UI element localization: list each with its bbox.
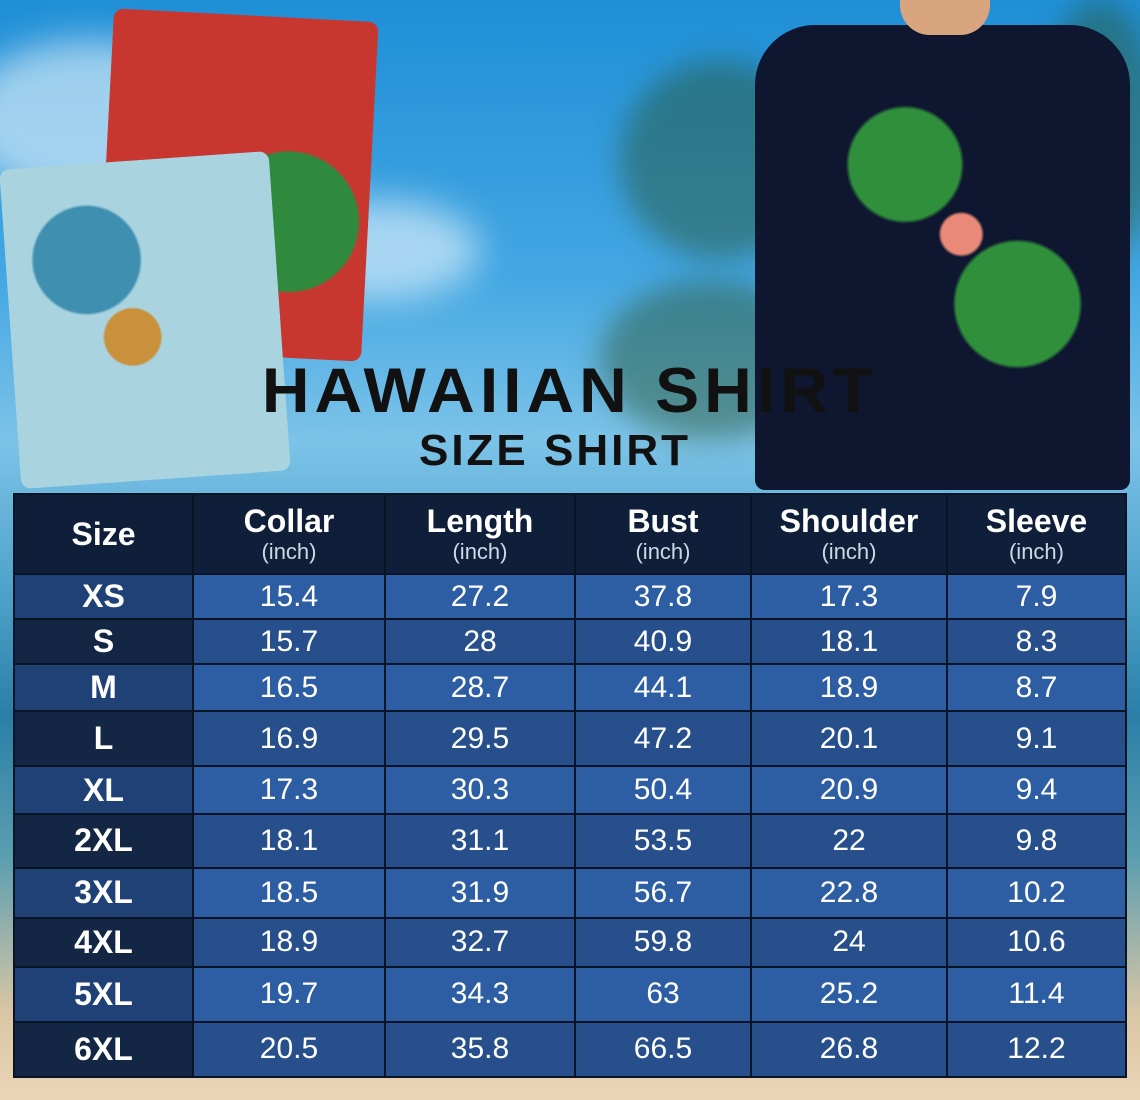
measurement-cell: 59.8	[574, 916, 752, 968]
column-label: Shoulder	[779, 503, 919, 539]
measurement-cell: 18.9	[192, 916, 386, 968]
measurement-cell: 32.7	[384, 916, 576, 968]
size-cell: S	[13, 618, 194, 666]
measurement-cell: 22.8	[750, 866, 948, 919]
column-header-sleeve: Sleeve (inch)	[946, 493, 1127, 575]
measurement-cell: 50.4	[574, 765, 752, 816]
measurement-cell: 25.2	[750, 965, 948, 1023]
measurement-cell: 34.3	[384, 965, 576, 1023]
measurement-cell: 24	[750, 916, 948, 968]
column-label: Sleeve	[985, 503, 1088, 539]
table-row: M 16.5 28.7 44.1 18.9 8.7	[13, 663, 1127, 713]
column-header-bust: Bust (inch)	[574, 493, 752, 575]
size-chart-table: Size Collar (inch) Length (inch) Bust (inch…	[13, 493, 1127, 1079]
table-row: 2XL 18.1 31.1 53.5 22 9.8	[13, 813, 1127, 869]
measurement-cell: 18.1	[750, 618, 948, 666]
measurement-cell: 40.9	[574, 618, 752, 666]
measurement-cell: 53.5	[574, 813, 752, 869]
table-row: 5XL 19.7 34.3 63 25.2 11.4	[13, 965, 1127, 1023]
column-label: Length	[426, 503, 534, 539]
measurement-cell: 44.1	[574, 663, 752, 713]
measurement-cell: 22	[750, 813, 948, 869]
size-cell: 4XL	[13, 916, 194, 968]
measurement-cell: 18.1	[192, 813, 386, 869]
column-header-collar: Collar (inch)	[192, 493, 386, 575]
model-wearing-flamingo-shirt-image	[755, 25, 1130, 490]
measurement-cell: 10.6	[946, 916, 1127, 968]
measurement-cell: 30.3	[384, 765, 576, 816]
size-cell: XS	[13, 572, 194, 621]
size-cell: L	[13, 710, 194, 768]
measurement-cell: 37.8	[574, 572, 752, 621]
measurement-cell: 18.9	[750, 663, 948, 713]
measurement-cell: 8.7	[946, 663, 1127, 713]
table-row: S 15.7 28 40.9 18.1 8.3	[13, 618, 1127, 666]
measurement-cell: 18.5	[192, 866, 386, 919]
table-row: 6XL 20.5 35.8 66.5 26.8 12.2	[13, 1020, 1127, 1079]
column-header-size: Size	[13, 493, 194, 575]
measurement-cell: 56.7	[574, 866, 752, 919]
measurement-cell: 11.4	[946, 965, 1127, 1023]
measurement-cell: 35.8	[384, 1020, 576, 1079]
measurement-cell: 15.7	[192, 618, 386, 666]
measurement-cell: 31.1	[384, 813, 576, 869]
column-unit: (inch)	[635, 539, 691, 564]
page-title: HAWAIIAN SHIRT	[261, 354, 879, 426]
column-unit: (inch)	[1008, 539, 1064, 564]
size-cell: 5XL	[13, 965, 194, 1023]
measurement-cell: 63	[574, 965, 752, 1023]
measurement-cell: 26.8	[750, 1020, 948, 1079]
measurement-cell: 15.4	[192, 572, 386, 621]
column-label: Size	[71, 516, 136, 552]
measurement-cell: 17.3	[192, 765, 386, 816]
measurement-cell: 27.2	[384, 572, 576, 621]
measurement-cell: 9.4	[946, 765, 1127, 816]
column-header-length: Length (inch)	[384, 493, 576, 575]
column-label: Bust	[627, 503, 699, 539]
measurement-cell: 16.9	[192, 710, 386, 768]
measurement-cell: 31.9	[384, 866, 576, 919]
measurement-cell: 20.1	[750, 710, 948, 768]
table-row: XL 17.3 30.3 50.4 20.9 9.4	[13, 765, 1127, 816]
column-label: Collar	[243, 503, 335, 539]
model-skin	[900, 0, 990, 35]
measurement-cell: 29.5	[384, 710, 576, 768]
column-unit: (inch)	[261, 539, 317, 564]
size-cell: M	[13, 663, 194, 713]
measurement-cell: 28.7	[384, 663, 576, 713]
size-cell: 2XL	[13, 813, 194, 869]
measurement-cell: 20.9	[750, 765, 948, 816]
measurement-cell: 66.5	[574, 1020, 752, 1079]
measurement-cell: 19.7	[192, 965, 386, 1023]
table-header-row: Size Collar (inch) Length (inch) Bust (inch…	[13, 493, 1127, 575]
table-row: 4XL 18.9 32.7 59.8 24 10.6	[13, 916, 1127, 968]
column-unit: (inch)	[452, 539, 508, 564]
size-cell: XL	[13, 765, 194, 816]
measurement-cell: 9.8	[946, 813, 1127, 869]
measurement-cell: 10.2	[946, 866, 1127, 919]
measurement-cell: 12.2	[946, 1020, 1127, 1079]
measurement-cell: 20.5	[192, 1020, 386, 1079]
measurement-cell: 8.3	[946, 618, 1127, 666]
measurement-cell: 9.1	[946, 710, 1127, 768]
column-unit: (inch)	[821, 539, 877, 564]
size-cell: 3XL	[13, 866, 194, 919]
measurement-cell: 28	[384, 618, 576, 666]
page-subtitle: SIZE SHIRT	[418, 426, 692, 475]
measurement-cell: 17.3	[750, 572, 948, 621]
measurement-cell: 7.9	[946, 572, 1127, 621]
measurement-cell: 47.2	[574, 710, 752, 768]
measurement-cell: 16.5	[192, 663, 386, 713]
table-row: 3XL 18.5 31.9 56.7 22.8 10.2	[13, 866, 1127, 919]
table-row: L 16.9 29.5 47.2 20.1 9.1	[13, 710, 1127, 768]
size-cell: 6XL	[13, 1020, 194, 1079]
column-header-shoulder: Shoulder (inch)	[750, 493, 948, 575]
table-row: XS 15.4 27.2 37.8 17.3 7.9	[13, 572, 1127, 621]
